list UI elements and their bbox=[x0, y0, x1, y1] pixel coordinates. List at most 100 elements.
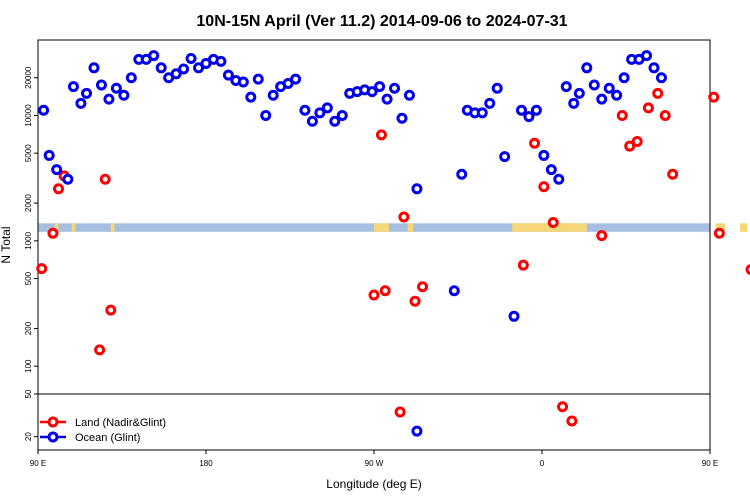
x-tick-label: 180 bbox=[199, 459, 213, 468]
ocean-point bbox=[588, 79, 600, 91]
ocean-point bbox=[448, 285, 460, 297]
x-tick-label: 90 W bbox=[365, 459, 384, 468]
legend-item-ocean: Ocean (Glint) bbox=[40, 431, 140, 444]
y-tick-label: 2000 bbox=[24, 194, 33, 212]
ocean-point bbox=[374, 81, 386, 93]
land-point bbox=[379, 285, 391, 297]
ocean-point bbox=[267, 89, 279, 101]
ocean-point bbox=[118, 89, 130, 101]
land-point bbox=[529, 137, 541, 149]
land-point bbox=[547, 217, 559, 229]
land-point bbox=[105, 304, 117, 316]
y-tick-label: 500 bbox=[24, 271, 33, 285]
land-point bbox=[409, 295, 421, 307]
land-patch bbox=[407, 223, 414, 232]
y-tick-label: 20 bbox=[24, 432, 33, 441]
land-point bbox=[652, 87, 664, 99]
ocean-point bbox=[560, 81, 572, 93]
land-point bbox=[557, 401, 569, 413]
land-point bbox=[538, 181, 550, 193]
land-point bbox=[745, 264, 750, 275]
land-patch bbox=[715, 223, 725, 232]
ocean-point bbox=[306, 115, 318, 127]
ocean-point bbox=[38, 104, 50, 116]
ocean-point bbox=[618, 72, 630, 84]
ocean-point bbox=[62, 173, 74, 185]
land-ocean-band bbox=[38, 223, 748, 232]
x-tick-label: 0 bbox=[540, 459, 545, 468]
land-point bbox=[631, 135, 643, 147]
y-tick-label: 50 bbox=[24, 389, 33, 398]
legend-marker-ocean bbox=[47, 431, 59, 443]
land-point bbox=[94, 344, 106, 356]
ocean-point bbox=[81, 87, 93, 99]
land-point bbox=[624, 140, 636, 152]
land-patch bbox=[512, 223, 587, 232]
ocean-point bbox=[329, 115, 341, 127]
land-patch bbox=[71, 223, 76, 232]
y-tick-label: 100 bbox=[24, 359, 33, 373]
ocean-point bbox=[553, 173, 565, 185]
land-point bbox=[708, 91, 720, 103]
ocean-point bbox=[215, 55, 227, 67]
ocean-point bbox=[260, 109, 272, 121]
ocean-point bbox=[88, 62, 100, 74]
ocean-point bbox=[148, 50, 160, 62]
land-point bbox=[394, 406, 406, 418]
ocean-point bbox=[476, 107, 488, 119]
land-point bbox=[642, 102, 654, 114]
ocean-point bbox=[389, 82, 401, 94]
ocean-point bbox=[596, 93, 608, 105]
ocean-point bbox=[573, 87, 585, 99]
ocean-point bbox=[491, 82, 503, 94]
land-point bbox=[596, 230, 608, 242]
data-points bbox=[36, 50, 750, 437]
ocean-point bbox=[499, 151, 511, 163]
ocean-point bbox=[178, 63, 190, 75]
x-tick-label: 90 E bbox=[30, 459, 46, 468]
ocean-point bbox=[51, 164, 63, 176]
land-patch bbox=[110, 223, 115, 232]
ocean-point bbox=[568, 97, 580, 109]
land-point bbox=[99, 173, 111, 185]
land-point bbox=[47, 227, 59, 239]
land-point bbox=[368, 289, 380, 301]
ocean-point bbox=[237, 76, 249, 88]
ocean-point bbox=[110, 82, 122, 94]
ocean-point bbox=[655, 72, 667, 84]
chart-title: 10N-15N April (Ver 11.2) 2014-09-06 to 2… bbox=[196, 13, 567, 30]
x-axis-label: Longitude (deg E) bbox=[326, 477, 421, 491]
legend-label-land: Land (Nadir&Glint) bbox=[75, 417, 166, 429]
ocean-point bbox=[648, 62, 660, 74]
land-point bbox=[616, 109, 628, 121]
ocean-point bbox=[170, 68, 182, 80]
land-point bbox=[517, 259, 529, 271]
ocean-point bbox=[508, 310, 520, 322]
ocean-point bbox=[538, 149, 550, 161]
ocean-point bbox=[252, 73, 264, 85]
y-axis-label: N Total bbox=[0, 226, 13, 263]
ocean-point bbox=[403, 89, 415, 101]
land-point bbox=[53, 183, 65, 195]
ocean-point bbox=[411, 425, 423, 437]
x-tick-label: 90 E bbox=[702, 459, 718, 468]
ocean-point bbox=[95, 79, 107, 91]
ocean-point bbox=[581, 62, 593, 74]
ocean-point bbox=[603, 82, 615, 94]
legend-label-ocean: Ocean (Glint) bbox=[75, 432, 140, 444]
land-point bbox=[667, 168, 679, 180]
ocean-point bbox=[530, 104, 542, 116]
ocean-point bbox=[484, 97, 496, 109]
ocean-point bbox=[523, 111, 535, 123]
land-point bbox=[417, 281, 429, 293]
ocean-point bbox=[103, 93, 115, 105]
ocean-point bbox=[545, 164, 557, 176]
land-point bbox=[713, 227, 725, 239]
ocean-point bbox=[366, 86, 378, 98]
ocean-point bbox=[299, 104, 311, 116]
ocean-point bbox=[67, 81, 79, 93]
ocean-point bbox=[456, 168, 468, 180]
y-tick-label: 200 bbox=[24, 321, 33, 335]
